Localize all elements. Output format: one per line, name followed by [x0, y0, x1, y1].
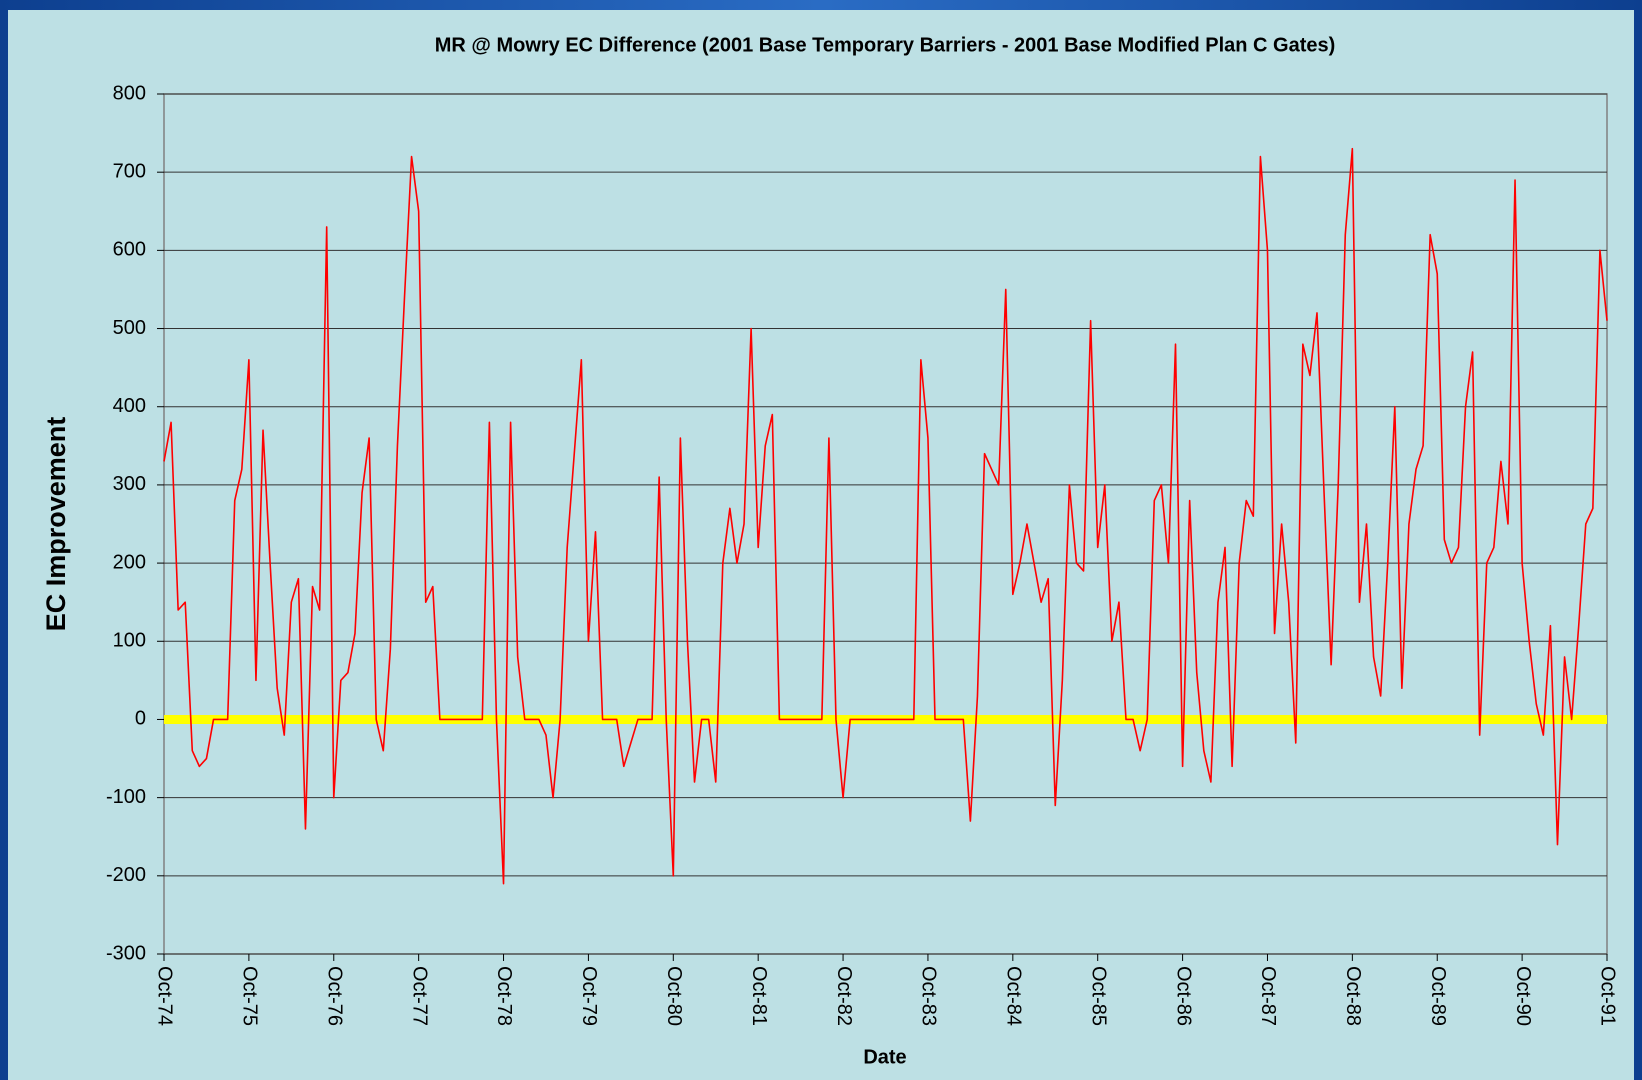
x-tick-label: Oct-89 [1427, 966, 1449, 1026]
x-tick-label: Oct-90 [1512, 966, 1534, 1026]
plot-area [163, 93, 1608, 955]
x-tick-label: Oct-77 [408, 966, 430, 1026]
x-tick-label: Oct-88 [1342, 966, 1364, 1026]
x-tick-label: Oct-76 [323, 966, 345, 1026]
y-tick-label: -200 [106, 864, 146, 886]
y-tick-label: 0 [135, 708, 146, 730]
y-tick-label: 800 [113, 82, 146, 104]
y-tick-label: 100 [113, 630, 146, 652]
x-tick-label: Oct-81 [748, 966, 770, 1026]
data-line [163, 147, 1608, 885]
y-tick-label: 600 [113, 239, 146, 261]
y-tick-label: 500 [113, 317, 146, 339]
x-tick-label: Oct-83 [918, 966, 940, 1026]
y-tick-label: 700 [113, 160, 146, 182]
chart-title: MR @ Mowry EC Difference (2001 Base Temp… [435, 34, 1336, 56]
x-tick-label: Oct-87 [1257, 966, 1279, 1026]
x-tick-label: Oct-86 [1172, 966, 1194, 1026]
y-tick-label: 400 [113, 395, 146, 417]
y-tick-label: -300 [106, 942, 146, 964]
x-tick-label: Oct-82 [833, 966, 855, 1026]
x-axis-label: Date [863, 1046, 906, 1068]
x-tick-label: Oct-75 [239, 966, 261, 1026]
x-tick-label: Oct-79 [578, 966, 600, 1026]
x-tick-label: Oct-85 [1087, 966, 1109, 1026]
x-tick-label: Oct-74 [154, 966, 176, 1026]
y-tick-label: -100 [106, 786, 146, 808]
y-tick-label: 300 [113, 473, 146, 495]
x-tick-label: Oct-84 [1003, 966, 1025, 1026]
y-tick-label: 200 [113, 551, 146, 573]
x-tick-label: Oct-80 [663, 966, 685, 1026]
x-tick-label: Oct-78 [493, 966, 515, 1026]
x-tick-label: Oct-91 [1597, 966, 1619, 1026]
y-axis-label: EC Improvement [41, 417, 71, 632]
